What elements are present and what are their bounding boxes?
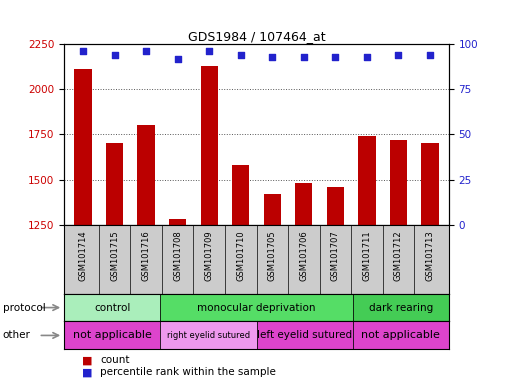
Point [173,56,182,62]
Bar [353,294,449,321]
Text: GSM101706: GSM101706 [299,230,308,281]
Text: GSM101710: GSM101710 [236,230,245,281]
Bar [74,70,92,225]
Text: control: control [94,303,130,313]
Text: ■: ■ [82,367,92,377]
Point [205,48,213,55]
Bar [421,143,439,225]
Text: not applicable: not applicable [73,330,152,341]
Text: ■: ■ [82,355,92,365]
Bar [256,321,353,349]
Title: GDS1984 / 107464_at: GDS1984 / 107464_at [188,30,325,43]
Bar [64,294,160,321]
Text: right eyelid sutured: right eyelid sutured [167,331,250,340]
Text: monocular deprivation: monocular deprivation [198,303,315,313]
Bar [160,321,256,349]
Bar [390,140,407,225]
Point [363,54,371,60]
Bar [353,321,449,349]
Bar [160,294,353,321]
Text: protocol: protocol [3,303,45,313]
Point [142,48,150,55]
Bar [358,136,376,225]
Text: GSM101705: GSM101705 [268,230,277,281]
Text: GSM101715: GSM101715 [110,230,119,281]
Point [394,52,403,58]
Point [110,52,119,58]
Text: GSM101716: GSM101716 [142,230,151,281]
Point [268,54,277,60]
Text: dark rearing: dark rearing [369,303,433,313]
Bar [201,66,218,225]
Text: GSM101712: GSM101712 [394,230,403,281]
Bar [64,321,160,349]
Text: GSM101709: GSM101709 [205,230,214,281]
Text: GSM101714: GSM101714 [78,230,88,281]
Bar [106,143,123,225]
Text: GSM101707: GSM101707 [331,230,340,281]
Text: other: other [3,330,30,341]
Point [79,48,87,55]
Text: percentile rank within the sample: percentile rank within the sample [100,367,276,377]
Point [331,54,340,60]
Text: left eyelid sutured: left eyelid sutured [257,330,352,341]
Text: not applicable: not applicable [361,330,440,341]
Bar [137,125,155,225]
Text: GSM101713: GSM101713 [425,230,435,281]
Bar [169,219,186,225]
Text: count: count [100,355,130,365]
Text: GSM101708: GSM101708 [173,230,182,281]
Bar [295,183,312,225]
Point [236,52,245,58]
Text: GSM101711: GSM101711 [362,230,371,281]
Point [426,52,434,58]
Point [300,54,308,60]
Bar [232,165,249,225]
Bar [327,187,344,225]
Bar [264,194,281,225]
